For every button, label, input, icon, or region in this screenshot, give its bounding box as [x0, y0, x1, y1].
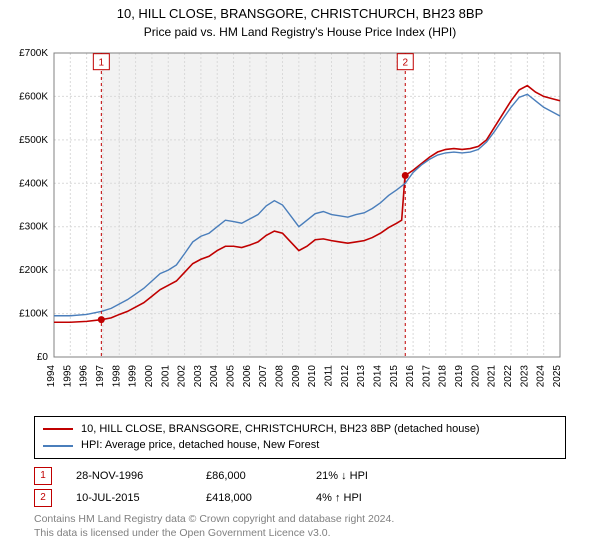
legend-swatch-1 — [43, 428, 73, 430]
legend-row-series1: 10, HILL CLOSE, BRANSGORE, CHRISTCHURCH,… — [43, 421, 557, 438]
svg-text:£600K: £600K — [19, 91, 48, 102]
svg-text:2016: 2016 — [405, 364, 416, 387]
svg-text:2010: 2010 — [307, 364, 318, 387]
chart-plot-area: £0 £100K £200K £300K £400K £500K £600K £700K 199… — [0, 47, 600, 412]
svg-text:2005: 2005 — [226, 364, 237, 387]
svg-text:1997: 1997 — [95, 364, 106, 387]
attribution-line-2: This data is licensed under the Open Gov… — [34, 527, 566, 541]
svg-text:2006: 2006 — [242, 364, 253, 387]
chart-container: 10, HILL CLOSE, BRANSGORE, CHRISTCHURCH,… — [0, 0, 600, 560]
svg-text:1996: 1996 — [79, 364, 90, 387]
marker-row-2: 2 10-JUL-2015 £418,000 4% ↑ HPI — [34, 487, 566, 509]
marker-delta-2: 4% ↑ HPI — [316, 492, 426, 504]
svg-text:2004: 2004 — [209, 364, 220, 387]
svg-text:2024: 2024 — [536, 364, 547, 387]
marker-date-1: 28-NOV-1996 — [76, 470, 206, 482]
svg-text:2001: 2001 — [160, 364, 171, 387]
svg-text:£300K: £300K — [19, 222, 48, 233]
marker-row-1: 1 28-NOV-1996 £86,000 21% ↓ HPI — [34, 465, 566, 487]
svg-text:2022: 2022 — [503, 364, 514, 387]
legend-label-2: HPI: Average price, detached house, New … — [81, 437, 319, 454]
attribution: Contains HM Land Registry data © Crown c… — [34, 513, 566, 540]
marker-badge-2: 2 — [34, 489, 52, 507]
svg-text:1994: 1994 — [46, 364, 57, 387]
svg-text:2017: 2017 — [421, 364, 432, 387]
legend-swatch-2 — [43, 445, 73, 447]
svg-text:2007: 2007 — [258, 364, 269, 387]
svg-text:1995: 1995 — [62, 364, 73, 387]
svg-text:£500K: £500K — [19, 135, 48, 146]
svg-text:2002: 2002 — [177, 364, 188, 387]
marker-price-1: £86,000 — [206, 470, 316, 482]
legend-label-1: 10, HILL CLOSE, BRANSGORE, CHRISTCHURCH,… — [81, 421, 480, 438]
svg-text:£100K: £100K — [19, 308, 48, 319]
svg-text:2023: 2023 — [519, 364, 530, 387]
svg-text:£400K: £400K — [19, 178, 48, 189]
svg-text:1998: 1998 — [111, 364, 122, 387]
attribution-line-1: Contains HM Land Registry data © Crown c… — [34, 513, 566, 527]
svg-text:1999: 1999 — [128, 364, 139, 387]
marker-badge-1: 1 — [34, 467, 52, 485]
svg-text:£700K: £700K — [19, 48, 48, 59]
svg-text:2014: 2014 — [372, 364, 383, 387]
svg-text:2: 2 — [402, 58, 408, 69]
legend-row-series2: HPI: Average price, detached house, New … — [43, 437, 557, 454]
svg-text:2025: 2025 — [552, 364, 563, 387]
line-chart-svg: £0 £100K £200K £300K £400K £500K £600K £700K 199… — [4, 47, 564, 407]
svg-text:2020: 2020 — [470, 364, 481, 387]
svg-text:2003: 2003 — [193, 364, 204, 387]
chart-subtitle: Price paid vs. HM Land Registry's House … — [0, 23, 600, 39]
svg-text:2021: 2021 — [487, 364, 498, 387]
svg-text:2015: 2015 — [389, 364, 400, 387]
marker-date-2: 10-JUL-2015 — [76, 492, 206, 504]
chart-title: 10, HILL CLOSE, BRANSGORE, CHRISTCHURCH,… — [0, 0, 600, 23]
svg-text:£200K: £200K — [19, 265, 48, 276]
legend-box: 10, HILL CLOSE, BRANSGORE, CHRISTCHURCH,… — [34, 416, 566, 459]
marker-price-2: £418,000 — [206, 492, 316, 504]
svg-text:2018: 2018 — [438, 364, 449, 387]
svg-text:2013: 2013 — [356, 364, 367, 387]
marker-delta-1: 21% ↓ HPI — [316, 470, 426, 482]
svg-text:2000: 2000 — [144, 364, 155, 387]
svg-text:£0: £0 — [37, 352, 49, 363]
svg-text:2009: 2009 — [291, 364, 302, 387]
svg-text:2008: 2008 — [275, 364, 286, 387]
svg-text:1: 1 — [99, 58, 105, 69]
svg-text:2019: 2019 — [454, 364, 465, 387]
markers-table: 1 28-NOV-1996 £86,000 21% ↓ HPI 2 10-JUL… — [34, 465, 566, 509]
svg-text:2012: 2012 — [340, 364, 351, 387]
svg-text:2011: 2011 — [323, 364, 334, 386]
